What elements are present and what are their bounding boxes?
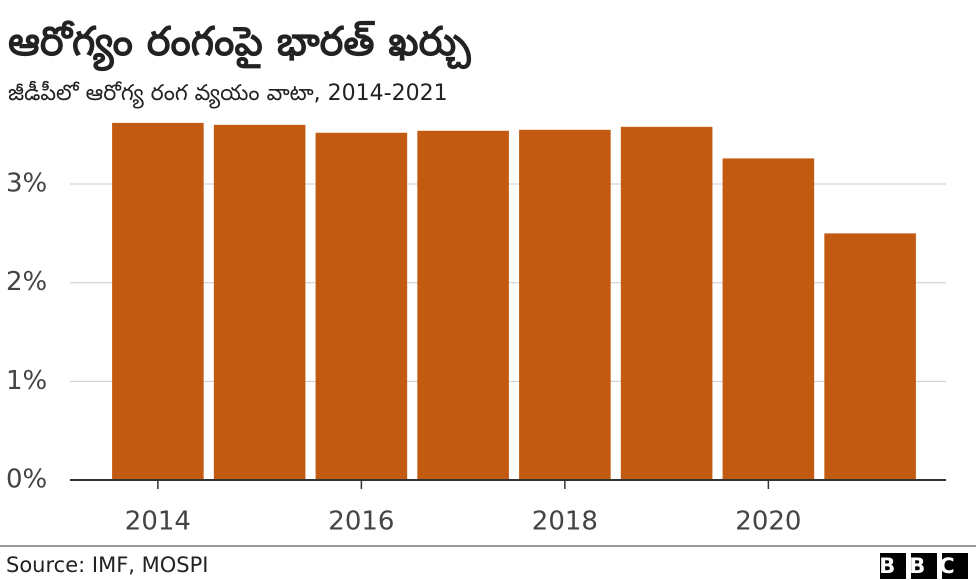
bar [417,130,509,480]
logo-text: BBC [879,554,968,578]
bar [112,122,204,480]
x-tick-label: 2018 [532,507,598,537]
y-tick-label: 1% [6,366,47,396]
bar [722,158,815,481]
x-tick-label: 2020 [735,507,801,537]
chart-title: ఆరోగ్యం రంగంపై భారత్ ఖర్చు [8,19,471,72]
bar [213,124,306,480]
bar [824,233,916,480]
chart-subtitle: జీడీపీలో ఆరోగ్య రంగ వ్యయం వాటా, 2014-202… [8,80,448,109]
x-tick-label: 2014 [125,507,191,537]
bar [519,129,611,480]
y-tick-label: 0% [6,465,47,495]
logo-box [880,553,906,579]
y-tick-label: 3% [6,169,47,199]
x-tick-label: 2016 [328,507,394,537]
bar [315,132,408,480]
y-tick-label: 2% [6,267,47,297]
source: Source: IMF, MOSPI [6,553,208,577]
logo: BBC [879,553,968,579]
logo-box [911,553,937,579]
bar [620,126,713,481]
logo-box [942,553,968,579]
